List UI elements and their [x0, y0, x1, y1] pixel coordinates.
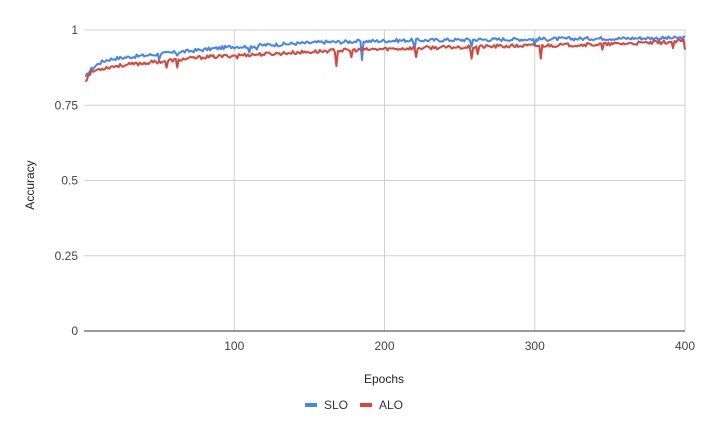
grid-layer — [84, 29, 686, 331]
series-line-alo — [84, 38, 686, 83]
legend-label-slo: SLO — [324, 398, 348, 412]
x-tick-label: 300 — [525, 339, 545, 353]
y-tick-label: 0.5 — [61, 174, 78, 188]
y-tick-label: 0.25 — [55, 249, 79, 263]
y-axis-title: Accuracy — [23, 160, 37, 209]
x-axis-title: Epochs — [364, 372, 404, 386]
x-tick-label: 400 — [675, 339, 695, 353]
legend-swatch-slo — [305, 403, 317, 407]
y-tick-label: 0 — [71, 324, 78, 338]
series-line-slo — [84, 35, 686, 78]
legend-label-alo: ALO — [379, 398, 403, 412]
y-tick-label: 0.75 — [55, 98, 79, 112]
y-tick-label: 1 — [71, 23, 78, 37]
legend: SLO ALO — [305, 398, 403, 412]
series-layer — [84, 35, 686, 83]
x-tick-label: 200 — [374, 339, 394, 353]
legend-swatch-alo — [360, 403, 372, 407]
x-tick-label: 100 — [224, 339, 244, 353]
axis-layer: 0 0.25 0.5 0.75 1 100 200 300 400 — [55, 23, 696, 353]
